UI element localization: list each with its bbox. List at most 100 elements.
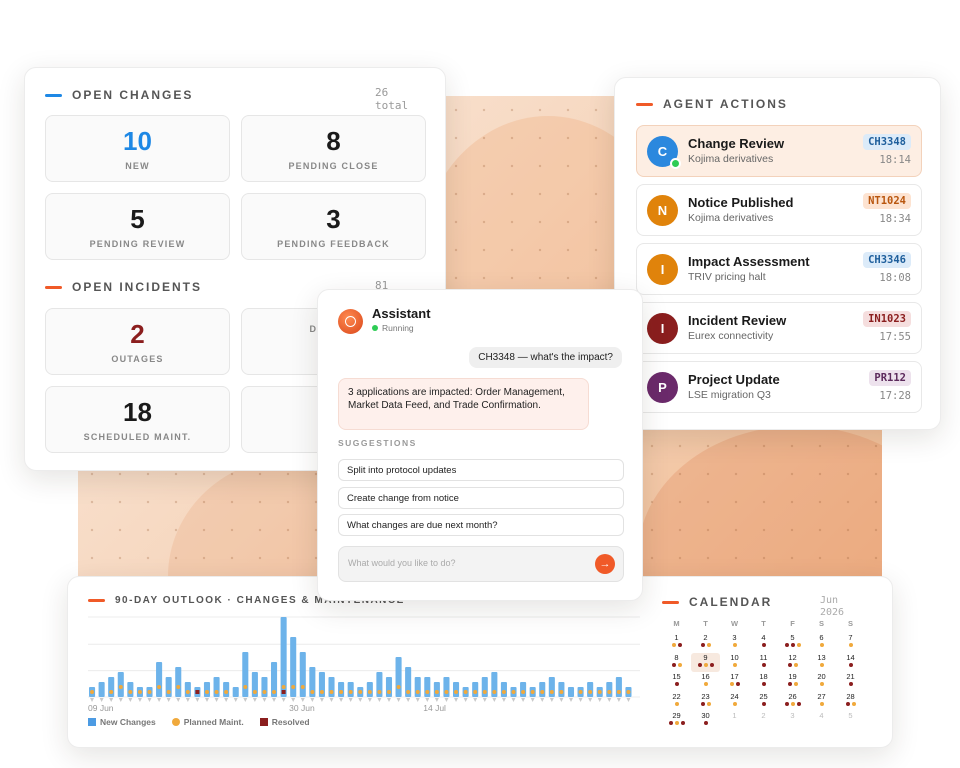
- calendar-day[interactable]: 14: [836, 653, 865, 673]
- agent-action-title: Change Review: [688, 136, 785, 151]
- day-marker: [281, 698, 286, 702]
- calendar-day[interactable]: 5: [836, 711, 865, 731]
- open-incidents-total: 81: [375, 279, 389, 292]
- agent-action-item[interactable]: I Impact Assessment TRIV pricing halt CH334…: [636, 243, 922, 295]
- calendar-day[interactable]: 15: [662, 672, 691, 692]
- planned-maint-point: [214, 690, 219, 694]
- calendar-day[interactable]: 1: [662, 633, 691, 653]
- day-marker: [329, 698, 334, 702]
- calendar-day[interactable]: 16: [691, 672, 720, 692]
- day-marker: [559, 698, 564, 702]
- assistant-status: Running: [372, 323, 414, 333]
- calendar-day[interactable]: 20: [807, 672, 836, 692]
- calendar-day[interactable]: 6: [807, 633, 836, 653]
- event-dot-icon: [732, 643, 737, 647]
- calendar-day[interactable]: 18: [749, 672, 778, 692]
- planned-maint-point: [482, 690, 487, 694]
- day-marker: [396, 698, 401, 702]
- calendar-day[interactable]: 11: [749, 653, 778, 673]
- calendar-month: Jun 2026: [820, 595, 845, 618]
- calendar-day[interactable]: 9: [691, 652, 720, 672]
- new-changes-bar: [453, 682, 460, 697]
- new-changes-bar: [203, 682, 211, 697]
- suggestion-chip[interactable]: What changes are due next month?: [338, 514, 624, 536]
- calendar-day[interactable]: 29: [662, 711, 691, 731]
- open-changes-title: OPEN CHANGES: [72, 88, 194, 102]
- calendar-day[interactable]: 28: [836, 692, 865, 712]
- avatar: N: [647, 194, 678, 226]
- calendar-day[interactable]: 22: [662, 692, 691, 712]
- calendar-day[interactable]: 26: [778, 692, 807, 712]
- calendar-day[interactable]: 30: [691, 711, 720, 731]
- agent-action-item[interactable]: N Notice Published Kojima derivatives NT102…: [636, 184, 922, 236]
- agent-action-item[interactable]: C Change Review Kojima derivatives CH3348 18…: [636, 125, 922, 177]
- new-changes-bar: [500, 682, 507, 697]
- event-dot-icon: [790, 643, 795, 647]
- event-dot-icon: [674, 721, 679, 725]
- calendar-day[interactable]: 1: [720, 711, 749, 731]
- calendar-day[interactable]: 24: [720, 692, 749, 712]
- calendar-day[interactable]: 7: [836, 633, 865, 653]
- assistant-title: Assistant: [372, 306, 431, 321]
- agent-action-item[interactable]: P Project Update LSE migration Q3 PR112 17:2…: [636, 361, 922, 413]
- changes-tile[interactable]: 3 PENDING FEEDBACK: [241, 193, 426, 260]
- event-dot-icon: [735, 682, 740, 686]
- agent-action-item[interactable]: I Incident Review Eurex connectivity IN1023…: [636, 302, 922, 354]
- planned-maint-point: [176, 685, 181, 689]
- calendar-day[interactable]: 10: [720, 653, 749, 673]
- calendar-day[interactable]: 8: [662, 653, 691, 673]
- timestamp: 18:34: [879, 213, 911, 225]
- calendar-day[interactable]: 13: [807, 653, 836, 673]
- weekday-label: T: [761, 619, 766, 628]
- day-marker: [109, 698, 114, 702]
- event-dot-icon: [677, 662, 682, 667]
- calendar-day[interactable]: 4: [749, 633, 778, 653]
- event-dot-icon: [761, 643, 766, 647]
- x-tick-label: 30 Jun: [289, 703, 315, 713]
- calendar-day-number: 18: [759, 672, 768, 681]
- agent-action-subtitle: Eurex connectivity: [688, 330, 774, 342]
- calendar-day[interactable]: 23: [691, 692, 720, 712]
- changes-tile[interactable]: 5 PENDING REVIEW: [45, 193, 230, 260]
- reference-badge[interactable]: PR112: [869, 370, 911, 386]
- calendar-day[interactable]: 2: [691, 633, 720, 653]
- day-marker: [386, 698, 391, 702]
- changes-tile[interactable]: 8 PENDING CLOSE: [241, 115, 426, 182]
- day-marker: [501, 698, 506, 702]
- planned-maint-point: [463, 690, 468, 694]
- incidents-tile[interactable]: 18 SCHEDULED MAINT.: [45, 386, 230, 453]
- event-dot-icon: [700, 643, 705, 647]
- changes-tile[interactable]: 10 NEW: [45, 115, 230, 182]
- planned-maint-point: [204, 690, 209, 694]
- incidents-tile[interactable]: 2 OUTAGES: [45, 308, 230, 375]
- reference-badge[interactable]: IN1023: [863, 311, 911, 327]
- calendar-day[interactable]: 19: [778, 672, 807, 692]
- reference-badge[interactable]: NT1024: [863, 193, 911, 209]
- new-changes-bar: [184, 682, 191, 697]
- day-marker: [262, 698, 267, 702]
- suggestion-chip[interactable]: Create change from notice: [338, 487, 624, 509]
- calendar-day[interactable]: 12: [778, 653, 807, 673]
- send-button[interactable]: →: [595, 554, 615, 574]
- calendar-day[interactable]: 27: [807, 692, 836, 712]
- reference-badge[interactable]: CH3346: [863, 252, 911, 268]
- day-marker: [454, 698, 459, 702]
- reference-badge[interactable]: CH3348: [863, 134, 911, 150]
- planned-maint-point: [358, 690, 363, 694]
- calendar-day[interactable]: 2: [749, 711, 778, 731]
- suggestion-chip[interactable]: Split into protocol updates: [338, 459, 624, 481]
- calendar-day[interactable]: 17: [720, 672, 749, 692]
- calendar-day[interactable]: 25: [749, 692, 778, 712]
- open-changes-header: OPEN CHANGES: [45, 88, 193, 102]
- calendar-day[interactable]: 5: [778, 633, 807, 653]
- calendar-day-number: 5: [848, 711, 853, 720]
- day-marker: [473, 698, 478, 702]
- calendar-day[interactable]: 3: [778, 711, 807, 731]
- calendar-day-number: 8: [674, 652, 679, 662]
- calendar-day[interactable]: 3: [720, 633, 749, 653]
- event-dot-icon: [671, 662, 676, 667]
- chat-input[interactable]: What would you like to do? →: [338, 546, 624, 582]
- changes-tile-value: 5: [130, 204, 145, 234]
- calendar-day[interactable]: 4: [807, 711, 836, 731]
- calendar-day[interactable]: 21: [836, 672, 865, 692]
